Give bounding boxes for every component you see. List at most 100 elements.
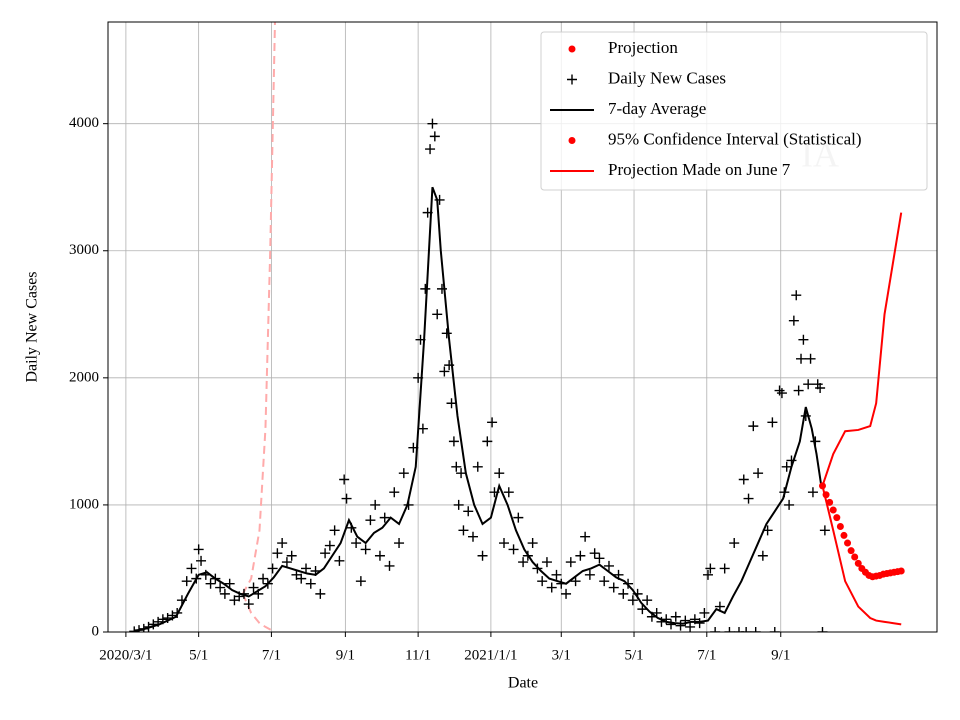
case-marker bbox=[482, 436, 493, 447]
case-marker bbox=[324, 540, 335, 551]
case-marker bbox=[277, 538, 288, 549]
case-marker bbox=[427, 118, 438, 129]
case-marker bbox=[807, 487, 818, 498]
case-marker bbox=[453, 499, 464, 510]
x-tick-label: 11/1 bbox=[405, 647, 431, 663]
case-marker bbox=[724, 627, 735, 632]
case-marker bbox=[788, 315, 799, 326]
legend-label: Projection Made on June 7 bbox=[608, 160, 791, 179]
case-marker bbox=[365, 515, 376, 526]
case-marker bbox=[329, 525, 340, 536]
legend-dot bbox=[568, 45, 576, 53]
y-tick-label: 1000 bbox=[69, 496, 99, 512]
legend-box bbox=[540, 31, 928, 191]
case-marker bbox=[181, 576, 192, 587]
case-marker bbox=[355, 576, 366, 587]
case-marker bbox=[219, 588, 230, 599]
case-marker bbox=[541, 557, 552, 568]
case-marker bbox=[286, 550, 297, 561]
case-marker bbox=[584, 569, 595, 580]
case-marker bbox=[670, 611, 681, 622]
x-tick-label: 7/1 bbox=[262, 647, 281, 663]
x-axis-label: Date bbox=[508, 675, 538, 692]
band-lower bbox=[241, 593, 276, 632]
x-tick-label: 5/1 bbox=[624, 647, 643, 663]
case-marker bbox=[258, 573, 269, 584]
case-marker bbox=[748, 421, 759, 432]
legend-label: 95% Confidence Interval (Statistical) bbox=[608, 129, 862, 148]
legend-label: Daily New Cases bbox=[608, 68, 726, 87]
case-marker bbox=[467, 531, 478, 542]
case-marker bbox=[666, 619, 677, 630]
case-marker bbox=[738, 474, 749, 485]
case-marker bbox=[417, 423, 428, 434]
average-line bbox=[134, 186, 823, 632]
case-marker bbox=[341, 493, 352, 504]
case-marker bbox=[537, 576, 548, 587]
case-marker bbox=[196, 555, 207, 566]
projection-dot bbox=[840, 531, 848, 539]
case-marker bbox=[456, 468, 467, 479]
case-marker bbox=[248, 582, 259, 593]
case-marker bbox=[508, 544, 519, 555]
case-marker bbox=[374, 550, 385, 561]
case-marker bbox=[339, 474, 350, 485]
case-marker bbox=[205, 578, 216, 589]
case-marker bbox=[272, 548, 283, 559]
case-marker bbox=[451, 461, 462, 472]
case-marker bbox=[305, 578, 316, 589]
y-tick-label: 0 bbox=[92, 623, 100, 639]
y-tick-label: 4000 bbox=[69, 115, 99, 131]
y-tick-label: 3000 bbox=[69, 242, 99, 258]
case-marker bbox=[315, 588, 326, 599]
case-marker bbox=[774, 385, 785, 396]
case-marker bbox=[805, 353, 816, 364]
case-marker bbox=[603, 560, 614, 571]
case-marker bbox=[458, 525, 469, 536]
case-marker bbox=[351, 538, 362, 549]
case-marker bbox=[446, 398, 457, 409]
case-marker bbox=[186, 563, 197, 574]
projection-dot bbox=[844, 539, 852, 547]
case-marker bbox=[608, 582, 619, 593]
case-marker bbox=[767, 417, 778, 428]
case-marker bbox=[776, 388, 787, 399]
case-marker bbox=[699, 607, 710, 618]
case-marker bbox=[527, 538, 538, 549]
case-marker bbox=[743, 493, 754, 504]
case-marker bbox=[398, 468, 409, 479]
x-tick-label: 3/1 bbox=[552, 647, 571, 663]
case-marker bbox=[370, 499, 381, 510]
case-marker bbox=[642, 595, 653, 606]
band-lower bbox=[821, 485, 902, 626]
x-tick-label: 7/1 bbox=[697, 647, 716, 663]
case-marker bbox=[705, 563, 716, 574]
legend-label: Projection bbox=[608, 38, 678, 57]
case-marker bbox=[503, 487, 514, 498]
case-marker bbox=[494, 468, 505, 479]
legend-label: 7-day Average bbox=[608, 99, 706, 118]
case-marker bbox=[518, 557, 529, 568]
case-marker bbox=[334, 555, 345, 566]
case-marker bbox=[384, 560, 395, 571]
case-marker bbox=[796, 353, 807, 364]
band-upper bbox=[241, 22, 276, 595]
case-marker bbox=[618, 588, 629, 599]
y-tick-label: 2000 bbox=[69, 369, 99, 385]
case-marker bbox=[741, 627, 752, 632]
case-marker bbox=[594, 553, 605, 564]
case-marker bbox=[546, 582, 557, 593]
case-marker bbox=[499, 538, 510, 549]
case-marker bbox=[432, 309, 443, 320]
case-marker bbox=[477, 550, 488, 561]
case-marker bbox=[729, 538, 740, 549]
case-marker bbox=[394, 538, 405, 549]
case-marker bbox=[753, 468, 764, 479]
projection-dot bbox=[836, 523, 844, 531]
case-marker bbox=[685, 621, 696, 632]
axes-frame bbox=[107, 21, 938, 633]
case-marker bbox=[819, 525, 830, 536]
case-marker bbox=[599, 576, 610, 587]
case-marker bbox=[320, 548, 331, 559]
